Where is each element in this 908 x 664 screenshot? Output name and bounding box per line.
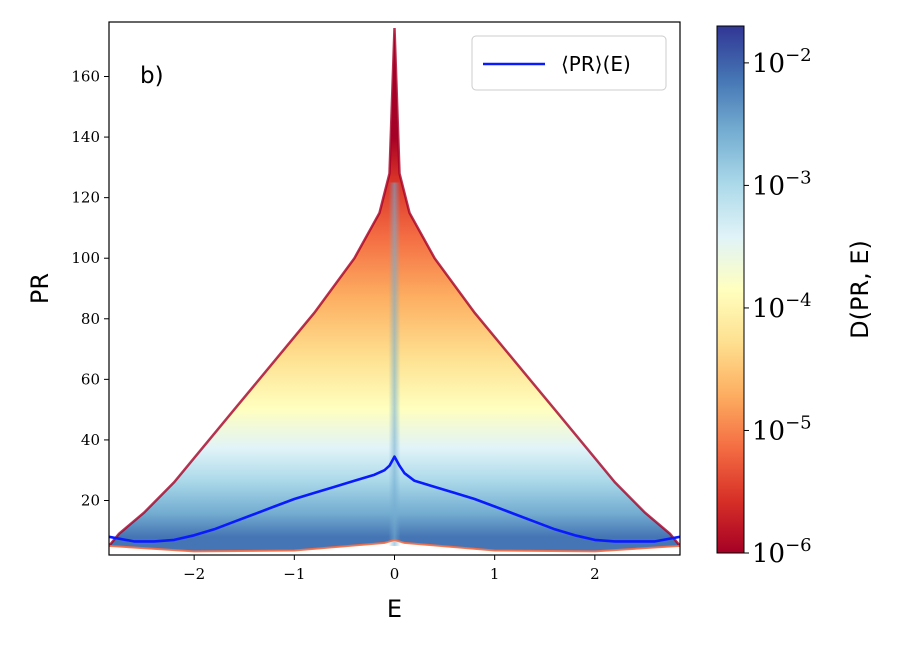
density-edge: [109, 28, 680, 547]
series-line-mean-pr: [109, 455, 680, 543]
legend-box: [471, 35, 667, 91]
colorbar-ticks: 10−6 10−5 10−4 10−3 10−2: [744, 45, 812, 569]
density-heatmap: [109, 28, 680, 553]
y-tick-label: 20: [81, 491, 100, 509]
y-tick-label: 160: [71, 68, 100, 86]
x-tick-label: 1: [490, 565, 500, 583]
x-axis-label: E: [387, 595, 402, 623]
density-center-spike: [388, 182, 401, 546]
y-axis-label: PR: [26, 273, 54, 304]
colorbar-tick-label: 10−3: [752, 167, 812, 201]
x-tick-label: −1: [283, 565, 305, 583]
colorbar-tick-label: 10−2: [752, 45, 812, 79]
y-axis-ticks: 20 40 60 80 100 120 140 160: [71, 68, 109, 509]
x-tick-label: −2: [183, 565, 205, 583]
legend-label: ⟨PR⟩(E): [561, 52, 631, 76]
x-axis-ticks: −2 −1 0 1 2: [183, 555, 600, 583]
colorbar-tick-label: 10−6: [752, 535, 812, 569]
colorbar-label: D(PR, E): [846, 240, 874, 339]
x-tick-label: 0: [390, 565, 400, 583]
panel-label: b): [140, 63, 164, 89]
y-tick-label: 120: [71, 189, 100, 207]
legend: ⟨PR⟩(E): [471, 35, 667, 91]
y-tick-label: 40: [81, 431, 100, 449]
x-tick-label: 2: [590, 565, 600, 583]
density-bottom-edge: [109, 538, 680, 553]
y-tick-label: 100: [71, 249, 100, 267]
colorbar: 10−6 10−5 10−4 10−3 10−2 D(PR, E): [716, 25, 874, 569]
series-layer: [109, 455, 680, 543]
y-tick-label: 140: [71, 128, 100, 146]
colorbar-tick-label: 10−5: [752, 412, 812, 446]
y-tick-label: 80: [81, 310, 100, 328]
colorbar-gradient: [716, 25, 745, 554]
y-tick-label: 60: [81, 370, 100, 388]
colorbar-tick-label: 10−4: [752, 290, 812, 324]
